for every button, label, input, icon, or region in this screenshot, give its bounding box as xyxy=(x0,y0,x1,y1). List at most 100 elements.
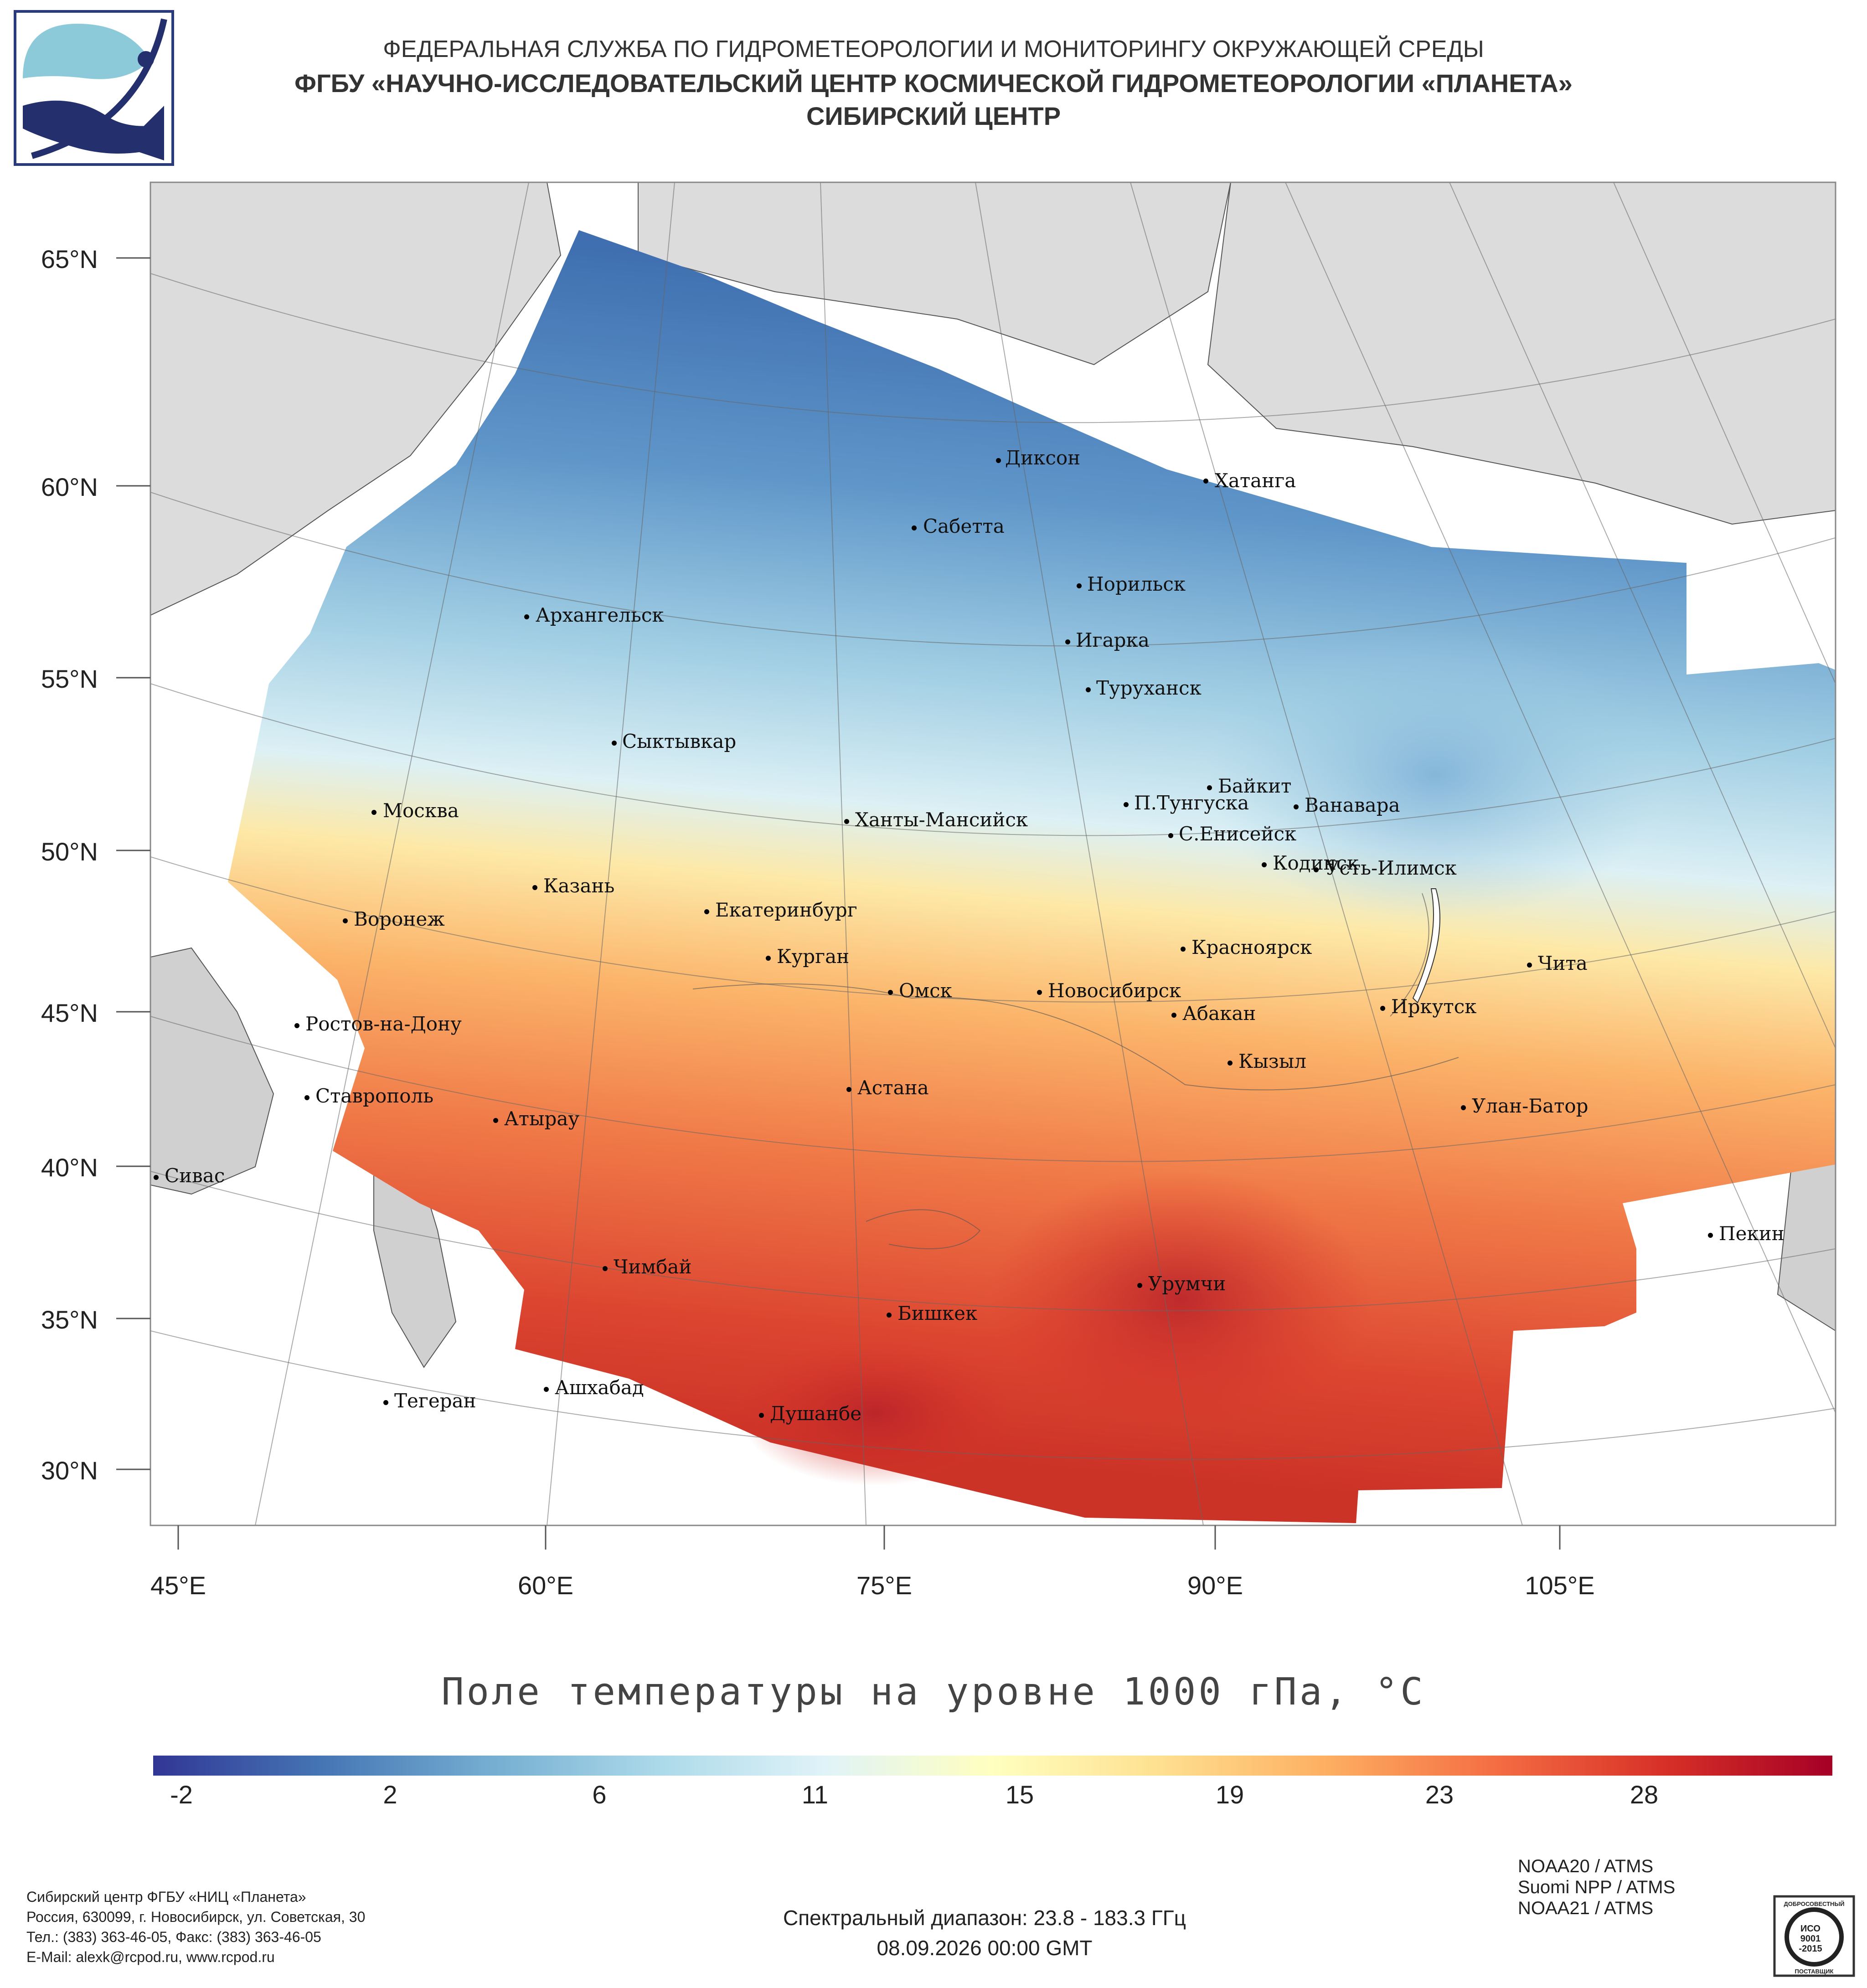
city-marker xyxy=(759,1413,764,1418)
city-label: Диксон xyxy=(1005,447,1081,469)
city-marker xyxy=(912,525,917,530)
city-marker xyxy=(371,810,376,815)
city-marker xyxy=(1527,963,1532,968)
city-marker xyxy=(343,918,348,923)
city-marker xyxy=(383,1400,388,1405)
city-marker xyxy=(524,614,529,619)
city-label: Усть-Илимск xyxy=(1325,857,1457,879)
colorbar-tick: 11 xyxy=(801,1780,829,1809)
svg-text:ИСО: ИСО xyxy=(1800,1924,1821,1934)
city-marker xyxy=(1708,1233,1713,1238)
colorbar-tick: 28 xyxy=(1630,1780,1659,1809)
city-label: Архангельск xyxy=(536,604,664,626)
lat-label: 30°N xyxy=(41,1456,98,1485)
city-marker xyxy=(1086,687,1091,692)
lat-label: 65°N xyxy=(41,245,98,273)
city-label: Екатеринбург xyxy=(715,899,857,921)
svg-text:9001: 9001 xyxy=(1800,1934,1821,1944)
colorbar xyxy=(153,1756,1832,1776)
iso-certification-badge: ДОБРОСОВЕСТНЫЙ ИСО 9001 -2015 ПОСТАВЩИК xyxy=(1773,1895,1855,1977)
city-marker xyxy=(1137,1283,1142,1288)
lat-label: 60°N xyxy=(41,473,98,501)
temperature-map xyxy=(116,181,1836,1550)
city-label: Ростов-на-Дону xyxy=(305,1013,462,1035)
city-marker xyxy=(603,1266,608,1271)
org-address: Россия, 630099, г. Новосибирск, ул. Сове… xyxy=(26,1909,366,1925)
city-marker xyxy=(1262,862,1267,867)
city-marker xyxy=(294,1023,299,1028)
colorbar-tick: 6 xyxy=(592,1780,607,1809)
city-label: П.Тунгуска xyxy=(1134,792,1249,814)
city-label: Ставрополь xyxy=(315,1085,434,1107)
colorbar-title: Поле температуры на уровне 1000 гПа, °C xyxy=(441,1670,1426,1714)
agency-title: ФЕДЕРАЛЬНАЯ СЛУЖБА ПО ГИДРОМЕТЕОРОЛОГИИ … xyxy=(383,36,1484,62)
city-label: Астана xyxy=(857,1076,929,1099)
city-label: Норильск xyxy=(1087,573,1186,595)
city-marker xyxy=(1380,1006,1385,1011)
city-marker xyxy=(1077,583,1082,588)
city-label: Урумчи xyxy=(1148,1272,1226,1295)
temperature-swath xyxy=(228,230,1836,1523)
colorbar-tick: 23 xyxy=(1425,1780,1454,1809)
svg-text:ДОБРОСОВЕСТНЫЙ: ДОБРОСОВЕСТНЫЙ xyxy=(1784,1900,1844,1907)
colorbar-tick: 19 xyxy=(1215,1780,1244,1809)
satellite-list: NOAA20 / ATMS Suomi NPP / ATMS NOAA21 / … xyxy=(1518,1856,1675,1919)
city-label: Курган xyxy=(777,945,850,968)
observation-time: 08.09.2026 00:00 GMT xyxy=(877,1936,1093,1960)
lon-label: 90°E xyxy=(1187,1571,1243,1600)
city-label: Сабетта xyxy=(923,515,1005,537)
city-marker xyxy=(544,1387,549,1392)
city-label: Новосибирск xyxy=(1048,979,1181,1002)
city-marker xyxy=(1124,802,1129,807)
city-label: Игарка xyxy=(1076,629,1150,651)
city-marker xyxy=(844,819,849,824)
city-label: Хатанга xyxy=(1215,469,1296,492)
city-label: Душанбе xyxy=(770,1402,862,1425)
city-marker xyxy=(704,909,709,914)
city-marker xyxy=(612,741,617,746)
city-marker xyxy=(1294,804,1299,809)
city-label: Воронеж xyxy=(354,908,445,930)
city-marker xyxy=(1203,479,1208,484)
city-label: Ашхабад xyxy=(555,1376,644,1399)
satellite-item: Suomi NPP / ATMS xyxy=(1518,1877,1676,1897)
lat-label: 55°N xyxy=(41,664,98,693)
lon-label: 105°E xyxy=(1525,1571,1595,1600)
city-label: Бишкек xyxy=(897,1302,978,1324)
city-label: Омск xyxy=(899,979,952,1002)
product-info: Спектральный диапазон: 23.8 - 183.3 ГГц … xyxy=(675,1903,1295,1963)
colorbar-tick: 15 xyxy=(1005,1780,1034,1809)
city-marker xyxy=(1065,639,1070,644)
city-marker xyxy=(887,1313,892,1318)
lat-label: 50°N xyxy=(41,837,98,866)
city-label: Тегеран xyxy=(394,1390,476,1412)
lat-label: 45°N xyxy=(41,999,98,1027)
satellite-item: NOAA21 / ATMS xyxy=(1518,1898,1654,1918)
city-marker xyxy=(1168,833,1173,838)
city-marker xyxy=(1227,1061,1233,1066)
city-marker xyxy=(532,885,537,890)
org-phone: Тел.: (383) 363-46-05, Факс: (383) 363-4… xyxy=(26,1929,321,1945)
city-label: Иркутск xyxy=(1391,995,1477,1018)
city-label: Сивас xyxy=(165,1164,225,1187)
city-label: Ханты-Мансийск xyxy=(855,809,1028,831)
city-marker xyxy=(1461,1105,1466,1110)
lat-label: 35°N xyxy=(41,1305,98,1334)
city-marker xyxy=(766,956,771,961)
lat-label: 40°N xyxy=(41,1153,98,1182)
city-label: Казань xyxy=(543,875,615,897)
city-marker xyxy=(888,990,893,995)
city-label: Байкит xyxy=(1218,775,1292,797)
lon-label: 60°E xyxy=(517,1571,574,1600)
colorbar-tick: 2 xyxy=(383,1780,397,1809)
branch-title: СИБИРСКИЙ ЦЕНТР xyxy=(806,102,1061,130)
svg-text:-2015: -2015 xyxy=(1799,1944,1822,1954)
lon-label: 75°E xyxy=(856,1571,913,1600)
city-label: Чимбай xyxy=(614,1256,692,1278)
city-label: Пекин xyxy=(1719,1222,1784,1245)
city-label: Туруханск xyxy=(1096,677,1202,699)
city-label: Чита xyxy=(1538,952,1588,974)
city-marker xyxy=(1207,785,1212,790)
city-label: Атырау xyxy=(504,1107,580,1130)
city-marker xyxy=(154,1175,159,1180)
